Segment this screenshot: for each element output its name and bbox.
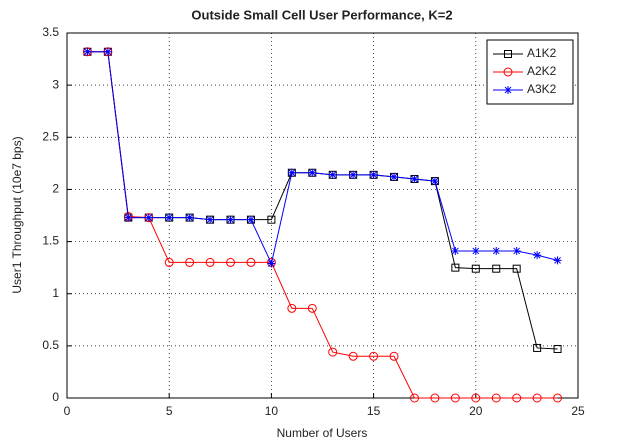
marker bbox=[430, 177, 439, 186]
marker bbox=[246, 215, 255, 224]
marker bbox=[471, 264, 480, 273]
marker bbox=[246, 257, 256, 267]
marker bbox=[503, 67, 513, 77]
marker bbox=[451, 263, 460, 272]
marker bbox=[430, 393, 440, 403]
marker bbox=[410, 175, 419, 183]
marker bbox=[553, 344, 562, 353]
x-axis-label: Number of Users bbox=[277, 426, 368, 440]
marker bbox=[205, 257, 215, 267]
y-tick-label: 0.5 bbox=[42, 338, 59, 352]
marker bbox=[504, 86, 512, 94]
marker bbox=[369, 351, 379, 361]
x-tick-label: 25 bbox=[571, 404, 585, 418]
marker bbox=[451, 246, 460, 255]
marker bbox=[287, 168, 296, 177]
marker bbox=[267, 215, 276, 224]
x-tick-label: 20 bbox=[469, 404, 483, 418]
marker bbox=[185, 213, 194, 222]
y-tick-label: 3 bbox=[52, 77, 59, 91]
marker bbox=[328, 347, 338, 357]
marker bbox=[206, 215, 215, 224]
marker bbox=[83, 47, 92, 56]
legend-label: A3K2 bbox=[527, 82, 557, 96]
y-tick-label: 1 bbox=[52, 286, 59, 300]
marker bbox=[471, 393, 481, 403]
x-tick-label: 10 bbox=[265, 404, 279, 418]
marker bbox=[185, 257, 195, 267]
marker bbox=[124, 213, 133, 222]
marker bbox=[532, 393, 542, 403]
marker bbox=[512, 246, 521, 255]
axes-box bbox=[66, 32, 579, 399]
marker bbox=[165, 213, 174, 222]
chart-title: Outside Small Cell User Performance, K=2 bbox=[191, 7, 452, 22]
marker bbox=[533, 343, 542, 352]
marker bbox=[450, 393, 460, 403]
marker bbox=[553, 256, 562, 265]
marker bbox=[471, 246, 480, 255]
x-tick-label: 15 bbox=[367, 404, 381, 418]
x-tick-label: 0 bbox=[64, 404, 71, 418]
y-tick-label: 2.5 bbox=[42, 129, 59, 143]
y-tick-label: 2 bbox=[52, 182, 59, 196]
marker bbox=[492, 246, 501, 255]
marker bbox=[226, 215, 235, 224]
marker bbox=[369, 170, 378, 179]
series-line bbox=[87, 51, 558, 399]
marker bbox=[389, 351, 399, 361]
marker bbox=[409, 393, 419, 403]
marker bbox=[348, 351, 358, 361]
marker bbox=[144, 213, 153, 222]
marker bbox=[533, 251, 542, 260]
y-tick-label: 1.5 bbox=[42, 234, 59, 248]
marker bbox=[307, 303, 317, 313]
marker bbox=[226, 257, 236, 267]
marker bbox=[328, 170, 337, 179]
y-tick-label: 0 bbox=[52, 390, 59, 404]
marker bbox=[164, 257, 174, 267]
marker bbox=[349, 170, 358, 179]
marker bbox=[308, 168, 317, 177]
legend-label: A2K2 bbox=[527, 64, 557, 78]
marker bbox=[512, 393, 522, 403]
marker bbox=[553, 393, 563, 403]
y-axis-label: User1 Throughput (10e7 bps) bbox=[10, 136, 24, 293]
marker bbox=[390, 172, 399, 181]
marker bbox=[491, 393, 501, 403]
marker bbox=[504, 50, 512, 58]
marker bbox=[267, 259, 276, 268]
marker bbox=[492, 264, 501, 273]
legend-label: A1K2 bbox=[527, 46, 557, 60]
marker bbox=[103, 47, 112, 56]
x-tick-label: 5 bbox=[166, 404, 173, 418]
y-tick-label: 3.5 bbox=[42, 25, 59, 39]
marker bbox=[512, 264, 521, 273]
marker bbox=[287, 303, 297, 313]
